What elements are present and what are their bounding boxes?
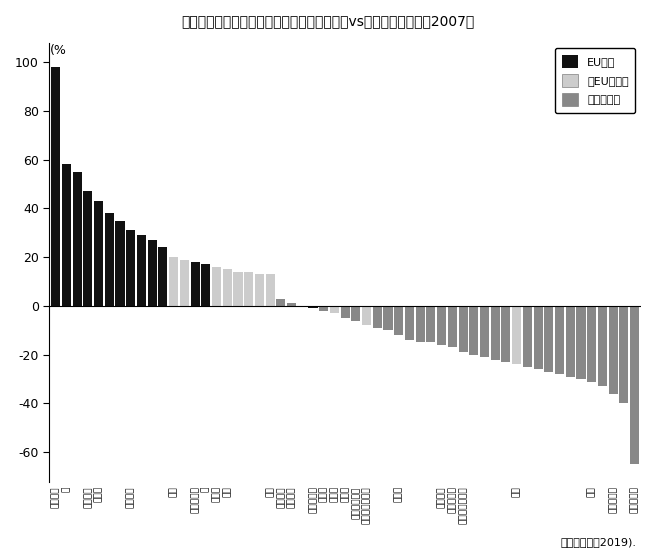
Text: 出所：猪俣（2019).: 出所：猪俣（2019). xyxy=(560,537,636,547)
Bar xyxy=(437,306,446,345)
Bar xyxy=(190,262,199,306)
Bar xyxy=(533,306,543,369)
Bar xyxy=(373,306,382,328)
Legend: EU諸国, 非EU先進国, 開発途上国: EU諸国, 非EU先進国, 開発途上国 xyxy=(555,48,636,113)
Bar xyxy=(266,274,275,306)
Bar xyxy=(577,306,586,379)
Bar xyxy=(565,306,575,377)
Bar xyxy=(105,213,114,306)
Bar xyxy=(51,67,60,306)
Bar xyxy=(255,274,264,306)
Bar xyxy=(512,306,522,365)
Bar xyxy=(523,306,532,367)
Bar xyxy=(598,306,607,387)
Bar xyxy=(491,306,500,360)
Bar xyxy=(222,270,232,306)
Bar xyxy=(308,306,318,309)
Bar xyxy=(94,201,103,306)
Bar xyxy=(212,267,221,306)
Bar xyxy=(244,272,253,306)
Bar xyxy=(394,306,403,335)
Bar xyxy=(501,306,510,362)
Bar xyxy=(287,304,296,306)
Bar xyxy=(630,306,639,464)
Bar xyxy=(405,306,414,340)
Bar xyxy=(137,235,146,306)
Bar xyxy=(609,306,618,394)
Bar xyxy=(234,272,243,306)
Bar xyxy=(330,306,339,313)
Bar xyxy=(448,306,457,348)
Bar xyxy=(340,306,350,318)
Bar xyxy=(158,248,167,306)
Bar xyxy=(469,306,478,355)
Bar xyxy=(319,306,328,311)
Bar xyxy=(555,306,564,374)
Bar xyxy=(544,306,554,372)
Bar xyxy=(384,306,392,331)
Bar xyxy=(352,306,360,321)
Bar xyxy=(459,306,468,352)
Bar xyxy=(83,191,92,306)
Bar xyxy=(619,306,628,404)
Bar xyxy=(416,306,424,343)
Bar xyxy=(169,257,178,306)
Bar xyxy=(126,230,135,306)
Text: (%: (% xyxy=(51,44,67,57)
Bar xyxy=(180,260,189,306)
Bar xyxy=(148,240,157,306)
Bar xyxy=(587,306,596,382)
Bar xyxy=(426,306,436,343)
Bar xyxy=(480,306,489,357)
Bar xyxy=(62,164,71,306)
Bar xyxy=(201,265,211,306)
Bar xyxy=(115,221,125,306)
Bar xyxy=(73,172,82,306)
Text: 図２　二酸化炭素排出構造の「生産者責任」vs「消費者責任」：2007年: 図２ 二酸化炭素排出構造の「生産者責任」vs「消費者責任」：2007年 xyxy=(181,14,475,28)
Bar xyxy=(276,299,285,306)
Bar xyxy=(362,306,371,326)
